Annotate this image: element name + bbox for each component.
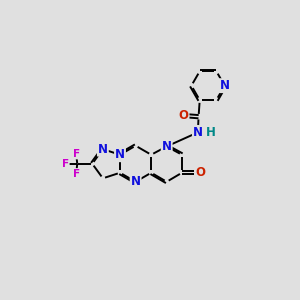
Text: N: N — [98, 143, 108, 156]
Text: H: H — [206, 126, 216, 139]
Text: N: N — [162, 140, 172, 153]
Text: N: N — [220, 79, 230, 92]
Text: N: N — [193, 126, 203, 139]
Text: F: F — [73, 169, 80, 179]
Text: N: N — [115, 148, 125, 161]
Text: F: F — [62, 159, 69, 169]
Text: N: N — [130, 175, 141, 188]
Text: O: O — [195, 166, 205, 179]
Text: O: O — [178, 109, 188, 122]
Text: F: F — [73, 148, 80, 158]
